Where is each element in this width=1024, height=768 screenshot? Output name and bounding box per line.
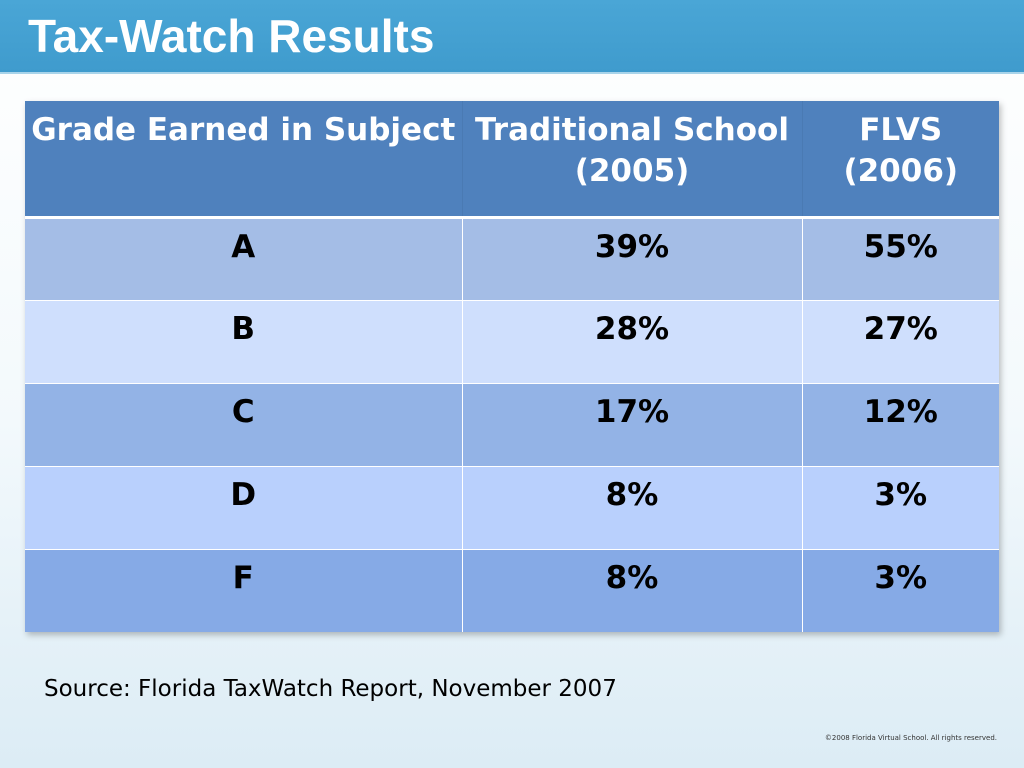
traditional-cell: 8% bbox=[461, 548, 802, 632]
title-bar: Tax-Watch Results bbox=[0, 0, 1024, 74]
table-row: A 39% 55% bbox=[25, 216, 999, 300]
traditional-cell: 28% bbox=[461, 299, 802, 383]
header-traditional: Traditional School (2005) bbox=[461, 101, 802, 219]
traditional-cell: 39% bbox=[461, 216, 802, 300]
table-row: F 8% 3% bbox=[25, 548, 999, 632]
grade-table: Grade Earned in Subject Traditional Scho… bbox=[25, 101, 999, 632]
header-flvs: FLVS (2006) bbox=[801, 101, 999, 219]
source-note: Source: Florida TaxWatch Report, Novembe… bbox=[44, 676, 617, 702]
table-header-row: Grade Earned in Subject Traditional Scho… bbox=[25, 101, 999, 219]
flvs-cell: 55% bbox=[801, 216, 999, 300]
copyright-note: ©2008 Florida Virtual School. All rights… bbox=[824, 734, 997, 742]
grade-cell: B bbox=[25, 299, 462, 383]
traditional-cell: 17% bbox=[461, 382, 802, 466]
grade-cell: C bbox=[25, 382, 462, 466]
grade-cell: F bbox=[25, 548, 462, 632]
flvs-cell: 3% bbox=[801, 465, 999, 549]
flvs-cell: 27% bbox=[801, 299, 999, 383]
header-grade: Grade Earned in Subject bbox=[25, 101, 462, 219]
grade-cell: A bbox=[25, 216, 462, 300]
grade-cell: D bbox=[25, 465, 462, 549]
results-table: Grade Earned in Subject Traditional Scho… bbox=[25, 101, 999, 632]
traditional-cell: 8% bbox=[461, 465, 802, 549]
flvs-cell: 12% bbox=[801, 382, 999, 466]
table-row: C 17% 12% bbox=[25, 382, 999, 466]
table-row: B 28% 27% bbox=[25, 299, 999, 383]
slide-title: Tax-Watch Results bbox=[28, 10, 435, 62]
table-row: D 8% 3% bbox=[25, 465, 999, 549]
flvs-cell: 3% bbox=[801, 548, 999, 632]
